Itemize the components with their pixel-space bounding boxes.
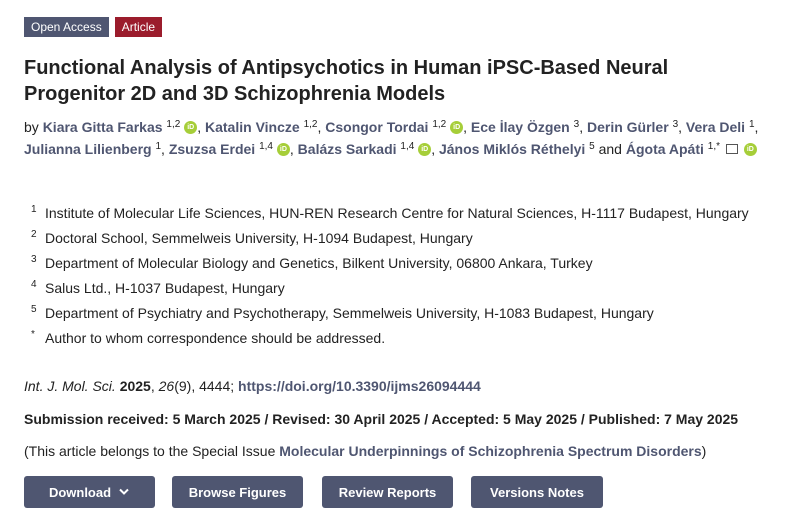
affiliation-text: Doctoral School, Semmelweis University, … xyxy=(45,230,473,246)
issue-pages: (9), 4444; xyxy=(174,378,235,394)
citation: Int. J. Mol. Sci. 2025, 26(9), 4444; htt… xyxy=(24,378,481,394)
special-issue-suffix: ) xyxy=(701,443,707,459)
author-name[interactable]: Kiara Gitta Farkas xyxy=(42,119,163,135)
affiliations: 1 Institute of Molecular Life Sciences, H… xyxy=(24,203,749,353)
journal: Int. J. Mol. Sci. xyxy=(24,378,116,394)
special-issue: (This article belongs to the Special Iss… xyxy=(24,443,706,459)
authors-prefix: by xyxy=(24,119,39,135)
author-name[interactable]: Csongor Tordai xyxy=(325,119,429,135)
affiliation-item: 3 Department of Molecular Biology and Gen… xyxy=(24,253,749,278)
affiliation-number: 3 xyxy=(31,254,37,265)
affiliation-item: * Author to whom correspondence should be… xyxy=(24,328,749,353)
article-type-badge: Article xyxy=(114,17,163,37)
author-name[interactable]: Katalin Vincze xyxy=(205,119,300,135)
orcid-icon[interactable]: iD xyxy=(276,142,290,156)
author-name[interactable]: Derin Gürler xyxy=(586,119,669,135)
chevron-down-icon xyxy=(119,488,129,495)
publication-dates: Submission received: 5 March 2025 / Revi… xyxy=(24,411,739,427)
author-affiliation-ref: 3 xyxy=(672,119,679,130)
affiliation-text: Department of Psychiatry and Psychothera… xyxy=(45,305,654,321)
affiliation-number: * xyxy=(31,329,35,340)
orcid-icon[interactable]: iD xyxy=(184,121,198,134)
special-issue-link[interactable]: Molecular Underpinnings of Schizophrenia… xyxy=(279,443,702,459)
and-text: and xyxy=(598,140,622,157)
affiliation-item: 2 Doctoral School, Semmelweis University,… xyxy=(24,228,749,253)
author-affiliation-ref: 1,2 xyxy=(432,119,447,130)
affiliation-number: 2 xyxy=(31,229,37,240)
author-name[interactable]: Balázs Sarkadi xyxy=(297,140,397,157)
author-list: by Kiara Gitta Farkas 1,2 iD, Katalin Vi… xyxy=(24,119,759,157)
author-affiliation-ref: 1,2 xyxy=(166,119,181,130)
affiliation-text: Salus Ltd., H-1037 Budapest, Hungary xyxy=(45,280,285,296)
doi-link[interactable]: https://doi.org/10.3390/ijms26094444 xyxy=(238,378,481,394)
open-access-badge[interactable]: Open Access xyxy=(24,17,109,37)
author-affiliation-ref: 1,2 xyxy=(303,119,318,130)
year: 2025 xyxy=(119,378,151,394)
author-affiliation-ref: 5 xyxy=(589,140,595,152)
author-affiliation-ref: 1 xyxy=(155,140,162,152)
author-name[interactable]: János Miklós Réthelyi xyxy=(438,140,586,157)
volume: 26 xyxy=(158,378,175,394)
author-affiliation-ref: 3 xyxy=(573,119,580,130)
orcid-icon[interactable]: iD xyxy=(743,142,757,156)
author-name[interactable]: Ece İlay Özgen xyxy=(470,119,570,135)
email-icon[interactable] xyxy=(725,143,738,154)
author-name[interactable]: Vera Deli xyxy=(685,119,746,135)
browse-figures-button[interactable]: Browse Figures xyxy=(172,476,303,508)
badges: Open Access Article xyxy=(24,17,163,37)
page-title: Functional Analysis of Antipsychotics in… xyxy=(24,57,669,105)
affiliation-number: 4 xyxy=(31,279,37,290)
author-name[interactable]: Ágota Apáti xyxy=(625,140,704,157)
review-reports-button[interactable]: Review Reports xyxy=(322,476,453,508)
affiliation-text: Department of Molecular Biology and Gene… xyxy=(45,255,593,271)
author-name[interactable]: Zsuzsa Erdei xyxy=(168,140,256,157)
download-label: Download xyxy=(48,484,112,500)
author-name[interactable]: Julianna Lilienberg xyxy=(24,140,152,157)
affiliation-text: Institute of Molecular Life Sciences, HU… xyxy=(45,205,749,221)
affiliation-text: Author to whom correspondence should be … xyxy=(45,330,386,346)
author-affiliation-ref: 1,* xyxy=(707,140,721,152)
author-affiliation-ref: 1,4 xyxy=(400,140,415,152)
special-issue-prefix: (This article belongs to the Special Iss… xyxy=(24,443,280,459)
author-affiliation-ref: 1,4 xyxy=(259,140,273,152)
affiliation-item: 5 Department of Psychiatry and Psychother… xyxy=(24,303,749,328)
versions-notes-button[interactable]: Versions Notes xyxy=(471,476,603,508)
affiliation-number: 5 xyxy=(31,304,37,315)
author-affiliation-ref: 1 xyxy=(748,119,755,130)
affiliation-item: 4 Salus Ltd., H-1037 Budapest, Hungary xyxy=(24,278,749,303)
orcid-icon[interactable]: iD xyxy=(450,121,464,134)
orcid-icon[interactable]: iD xyxy=(418,142,432,156)
affiliation-number: 1 xyxy=(31,204,37,215)
download-button[interactable]: Download xyxy=(24,476,155,508)
affiliation-item: 1 Institute of Molecular Life Sciences, H… xyxy=(24,203,749,228)
